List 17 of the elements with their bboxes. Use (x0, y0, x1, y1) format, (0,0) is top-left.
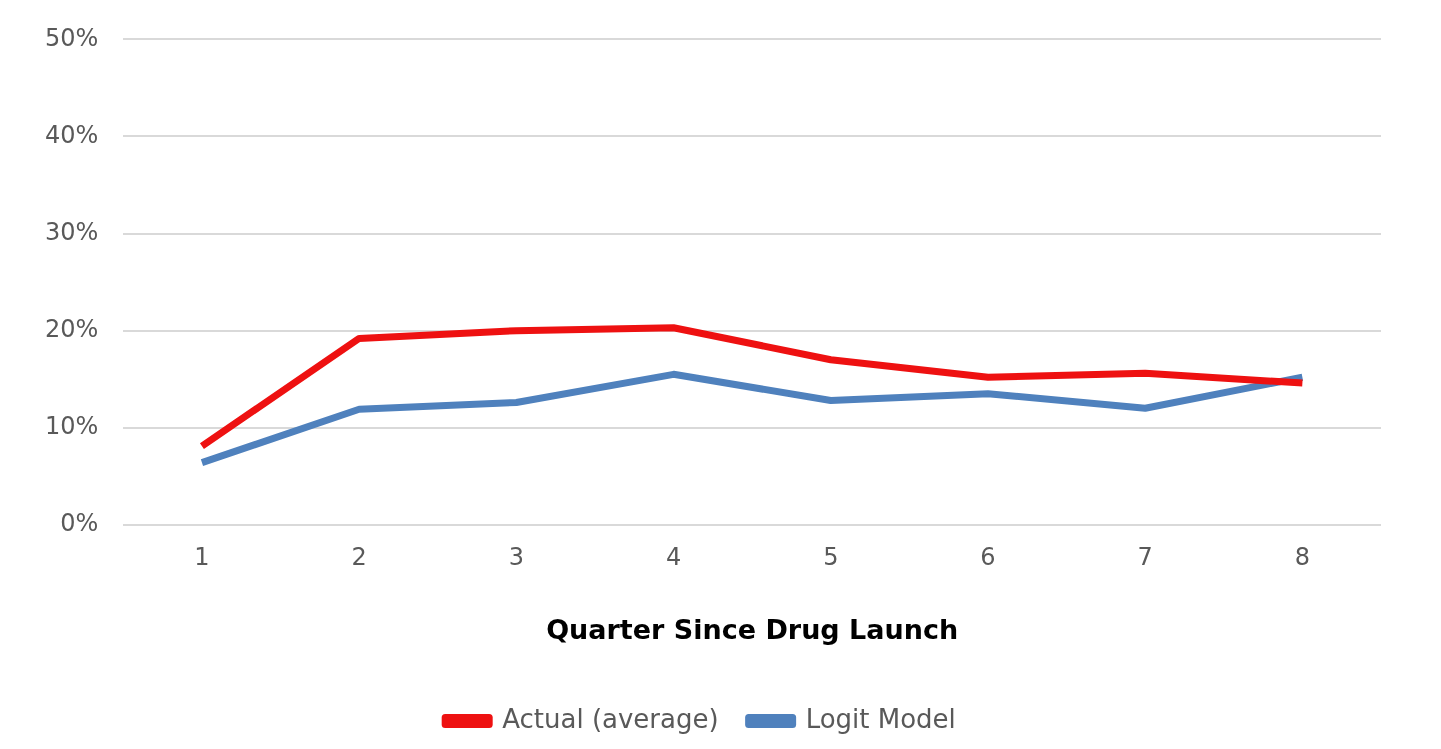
y-tick-label: 30% (45, 217, 99, 246)
y-tick-label: 40% (45, 120, 99, 149)
x-tick-label: 4 (665, 543, 682, 572)
x-tick-label: 6 (980, 543, 996, 572)
y-tick-label: 50% (45, 23, 99, 52)
legend-label: Logit Model (805, 703, 956, 734)
x-tick-label: 5 (823, 543, 839, 572)
x-tick-label: 1 (194, 543, 210, 572)
y-tick-label: 0% (60, 509, 99, 538)
x-tick-label: 8 (1294, 543, 1311, 572)
y-tick-label: 10% (45, 411, 99, 440)
x-axis-title: Quarter Since Drug Launch (546, 613, 959, 645)
x-tick-label: 2 (351, 543, 367, 572)
x-tick-label: 7 (1137, 543, 1153, 572)
legend-label: Actual (average) (502, 703, 719, 734)
x-tick-label: 3 (508, 543, 524, 572)
y-tick-label: 20% (45, 314, 99, 343)
